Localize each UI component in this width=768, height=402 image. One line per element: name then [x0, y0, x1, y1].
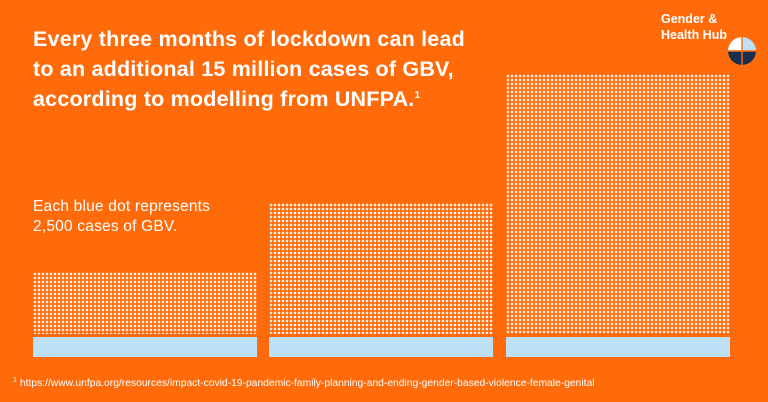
base-bar-1: [33, 337, 257, 357]
headline: Every three months of lockdown can lead t…: [33, 24, 553, 114]
footnote-url: https://www.unfpa.org/resources/impact-c…: [19, 378, 595, 389]
dot-block-2: [269, 203, 493, 357]
headline-footnote-marker: 1: [414, 89, 421, 101]
legend-note-line-2: 2,500 cases of GBV.: [33, 218, 178, 235]
base-bar-2: [269, 337, 493, 357]
base-bar-3: [506, 337, 730, 357]
footnote: 1 https://www.unfpa.org/resources/impact-…: [13, 377, 595, 391]
headline-line-1: Every three months of lockdown can lead: [33, 27, 465, 51]
headline-line-2: to an additional 15 million cases of GBV…: [33, 57, 454, 81]
dot-block-1: [33, 272, 257, 357]
brand-line-2: Health Hub: [661, 28, 727, 42]
dot-block-3: [506, 74, 730, 357]
brand-logo: Gender & Health Hub: [661, 11, 761, 67]
legend-note: Each blue dot represents 2,500 cases of …: [33, 197, 210, 237]
headline-line-3: according to modelling from UNFPA.: [33, 87, 415, 111]
legend-note-line-1: Each blue dot represents: [33, 198, 211, 215]
dot-field-1: [33, 272, 257, 334]
dot-field-2: [269, 203, 493, 334]
dot-field-3: [506, 74, 730, 334]
gender-health-hub-logo-icon: [728, 37, 756, 65]
brand-line-1: Gender &: [661, 12, 718, 26]
footnote-marker: 1: [13, 376, 17, 384]
brand-wordmark: Gender & Health Hub: [661, 11, 727, 43]
